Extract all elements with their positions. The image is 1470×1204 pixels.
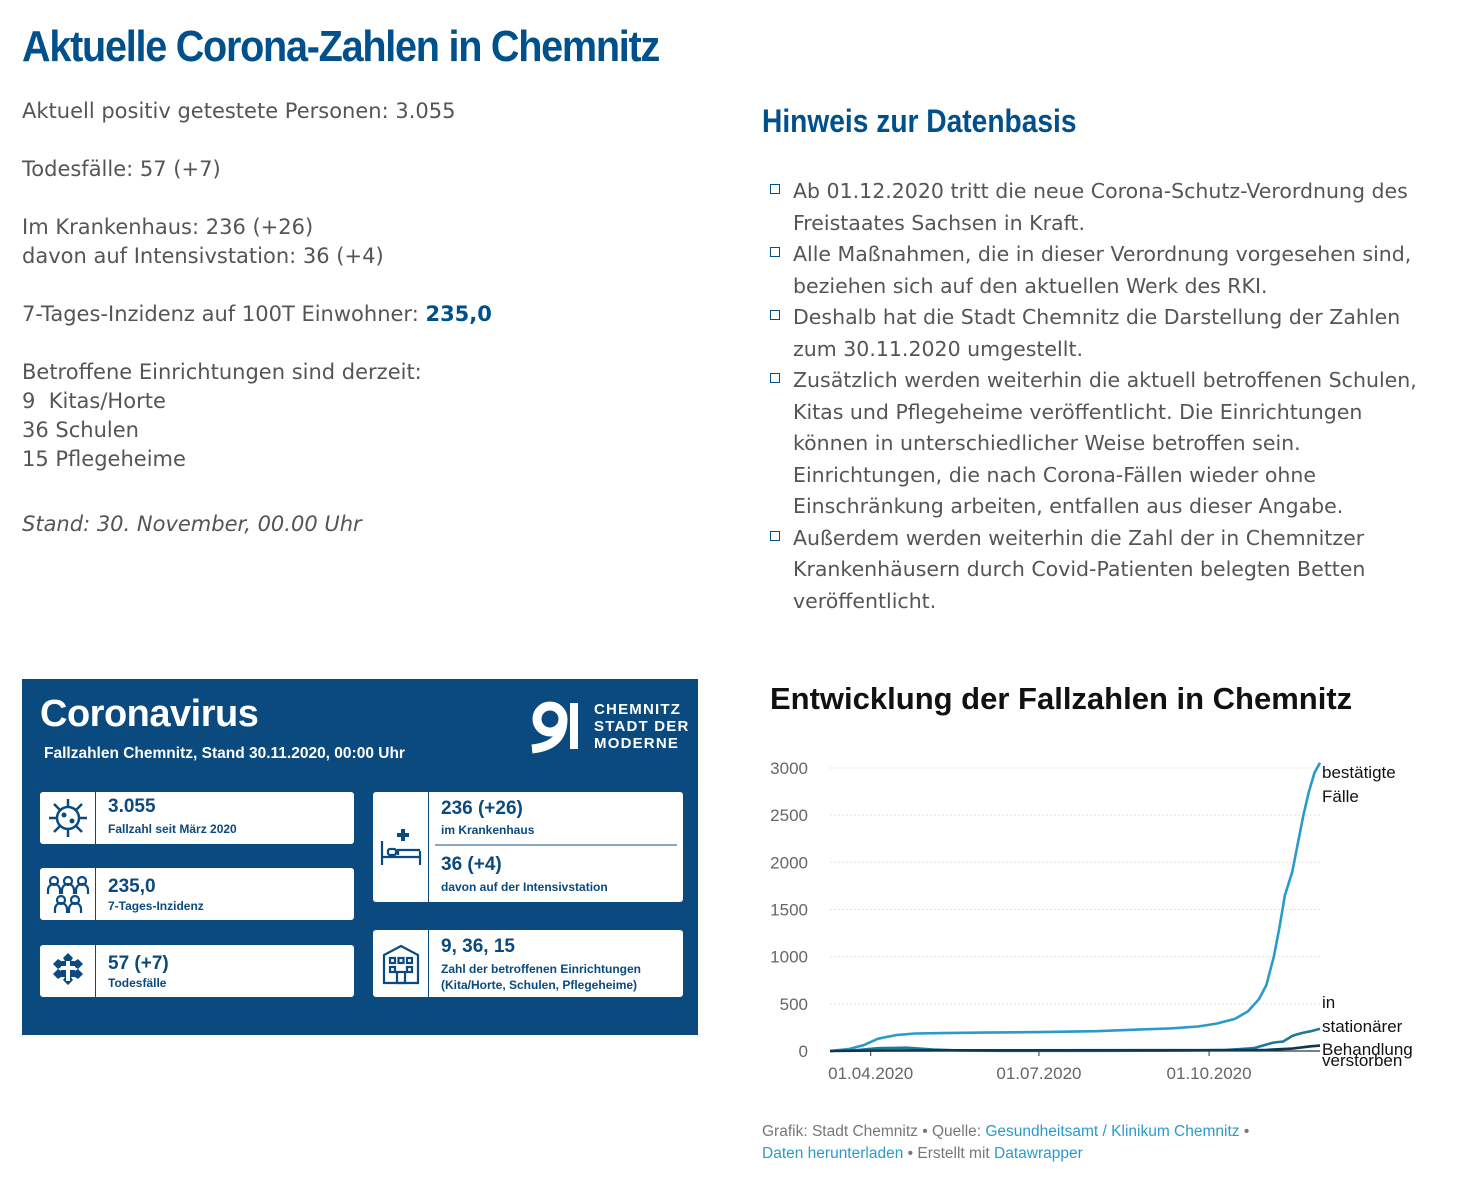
- download-data-link[interactable]: Daten herunterladen: [762, 1145, 904, 1162]
- card-divider: [435, 844, 677, 846]
- incidence-line: 7-Tages-Inzidenz auf 100T Einwohner: 235…: [22, 300, 722, 329]
- series-label: stationärer: [1322, 1017, 1403, 1036]
- facility-care-homes: 15 Pflegeheime: [22, 447, 186, 471]
- note-item: Zusätzlich werden weiterhin die aktuell …: [770, 365, 1430, 523]
- cross-icon: [40, 945, 96, 997]
- coronavirus-infographic: Coronavirus Fallzahlen Chemnitz, Stand 3…: [22, 679, 698, 1035]
- source-link[interactable]: Gesundheitsamt / Klinikum Chemnitz: [985, 1123, 1240, 1140]
- hospital-card-label: im Krankenhaus: [441, 823, 535, 837]
- y-tick-label: 2000: [770, 853, 808, 872]
- note-item: Ab 01.12.2020 tritt die neue Corona-Schu…: [770, 176, 1430, 239]
- hospital-count: Im Krankenhaus: 236 (+26): [22, 215, 314, 239]
- icu-card-label: davon auf der Intensivstation: [441, 880, 608, 894]
- incidence-card-value: 235,0: [108, 876, 156, 897]
- icu-card-value: 36 (+4): [441, 854, 502, 875]
- series-label: Behandlung: [1322, 1040, 1413, 1059]
- facility-kitas: 9 Kitas/Horte: [22, 389, 166, 413]
- infographic-heading: Coronavirus: [40, 693, 259, 735]
- y-tick-label: 1500: [770, 901, 808, 920]
- hospital-bed-icon: [373, 792, 429, 902]
- facilities-card-sublabel: (Kita/Horte, Schulen, Pflegeheime): [441, 978, 638, 992]
- note-item: Außerdem werden weiterhin die Zahl der i…: [770, 523, 1430, 618]
- x-tick-label: 01.04.2020: [828, 1064, 913, 1083]
- cases-line-chart: 0 500 1000 1500 2000 2500 3000 01.04.2020 01.07.…: [770, 759, 1413, 1083]
- building-icon: [373, 930, 429, 997]
- facility-schools: 36 Schulen: [22, 418, 139, 442]
- incidence-card-label: 7-Tages-Inzidenz: [108, 899, 204, 913]
- series-label: in: [1322, 993, 1335, 1012]
- icu-count: davon auf Intensivstation: 36 (+4): [22, 244, 384, 268]
- credit-made-with: • Erstellt mit: [903, 1145, 995, 1162]
- x-tick-label: 01.07.2020: [996, 1064, 1081, 1083]
- series-line: [829, 762, 1322, 1053]
- city-logo-icon: [531, 701, 578, 754]
- credit-prefix: Grafik: Stadt Chemnitz • Quelle:: [762, 1123, 986, 1140]
- incidence-value: 235,0: [425, 302, 492, 326]
- y-tick-label: 1000: [770, 948, 808, 967]
- deaths-count: Todesfälle: 57 (+7): [22, 157, 221, 181]
- notes-list: Ab 01.12.2020 tritt die neue Corona-Schu…: [770, 176, 1430, 617]
- credit-separator: •: [1239, 1123, 1250, 1140]
- datawrapper-link[interactable]: Datawrapper: [994, 1145, 1083, 1162]
- series-label: bestätigte: [1322, 763, 1396, 782]
- infographic-subtitle: Fallzahlen Chemnitz, Stand 30.11.2020, 0…: [44, 745, 405, 762]
- positive-count: Aktuell positiv getestete Personen: 3.05…: [22, 99, 456, 123]
- hospital-card: 236 (+26) im Krankenhaus 36 (+4) davon a…: [373, 792, 683, 902]
- y-tick-label: 500: [780, 995, 808, 1014]
- chart-credit: Grafik: Stadt Chemnitz • Quelle: Gesundh…: [762, 1121, 1322, 1165]
- deaths-card-value: 57 (+7): [108, 953, 169, 974]
- facilities-card-value: 9, 36, 15: [441, 936, 515, 957]
- notes-heading: Hinweis zur Datenbasis: [762, 103, 1077, 139]
- y-tick-label: 0: [799, 1042, 808, 1061]
- incidence-label: 7-Tages-Inzidenz auf 100T Einwohner:: [22, 302, 426, 326]
- people-icon: [40, 868, 96, 920]
- note-item: Alle Maßnahmen, die in dieser Verordnung…: [770, 239, 1430, 302]
- cases-label: Fallzahl seit März 2020: [108, 822, 237, 836]
- virus-icon: [40, 792, 96, 844]
- cases-value: 3.055: [108, 796, 156, 817]
- deaths-card: 57 (+7) Todesfälle: [40, 945, 354, 997]
- x-tick-label: 01.10.2020: [1167, 1064, 1252, 1083]
- series-label: verstorben: [1322, 1051, 1402, 1070]
- facilities-card: 9, 36, 15 Zahl der betroffenen Einrichtu…: [373, 930, 683, 997]
- y-tick-label: 2500: [770, 806, 808, 825]
- facilities-card-label: Zahl der betroffenen Einrichtungen: [441, 962, 642, 976]
- stand-timestamp: Stand: 30. November, 00.00 Uhr: [22, 512, 362, 536]
- series-line: [829, 1044, 1321, 1053]
- stats-panel: Aktuell positiv getestete Personen: 3.05…: [22, 97, 722, 539]
- incidence-card: 235,0 7-Tages-Inzidenz: [40, 868, 354, 920]
- page-title: Aktuelle Corona-Zahlen in Chemnitz: [22, 22, 660, 71]
- note-item: Deshalb hat die Stadt Chemnitz die Darst…: [770, 302, 1430, 365]
- deaths-card-label: Todesfälle: [108, 976, 167, 990]
- facilities-heading: Betroffene Einrichtungen sind derzeit:: [22, 360, 422, 384]
- cases-card: 3.055 Fallzahl seit März 2020: [40, 792, 354, 844]
- hospital-card-value: 236 (+26): [441, 798, 523, 819]
- chart-title: Entwicklung der Fallzahlen in Chemnitz: [770, 681, 1353, 716]
- city-logo-text: CHEMNITZ STADT DER MODERNE: [594, 701, 690, 752]
- y-tick-label: 3000: [770, 759, 808, 778]
- series-label: Fälle: [1322, 787, 1359, 806]
